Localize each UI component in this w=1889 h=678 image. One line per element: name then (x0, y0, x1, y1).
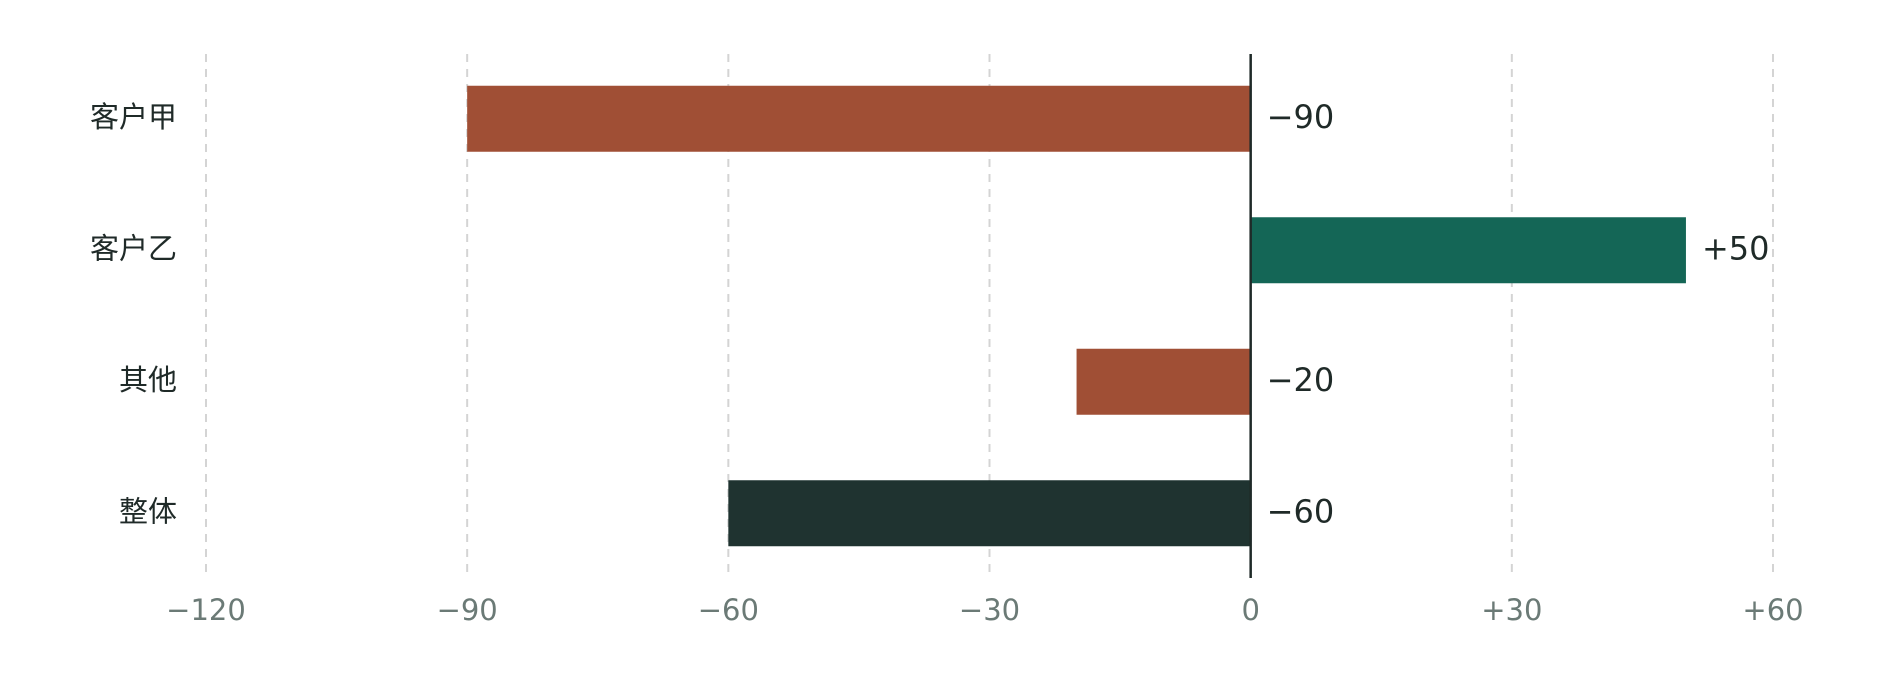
y-tick-label: 客户乙 (90, 231, 177, 265)
x-tick-label: −90 (437, 593, 498, 627)
value-label: −90 (1267, 98, 1335, 136)
bar (467, 85, 1251, 152)
y-tick-label: 整体 (119, 494, 177, 528)
bar (1076, 348, 1251, 415)
value-label: −20 (1267, 361, 1335, 399)
bar (1250, 217, 1686, 284)
y-tick-label: 客户甲 (90, 100, 177, 134)
x-tick-label: +30 (1481, 593, 1542, 627)
value-label: +50 (1702, 229, 1770, 267)
x-tick-label: −120 (166, 593, 246, 627)
y-tick-label: 其他 (119, 363, 177, 397)
x-tick-label: −60 (698, 593, 759, 627)
value-label: −60 (1267, 492, 1335, 530)
x-tick-label: −30 (959, 593, 1020, 627)
x-tick-label: 0 (1241, 593, 1259, 627)
x-tick-label: +60 (1742, 593, 1803, 627)
bar (728, 480, 1251, 547)
